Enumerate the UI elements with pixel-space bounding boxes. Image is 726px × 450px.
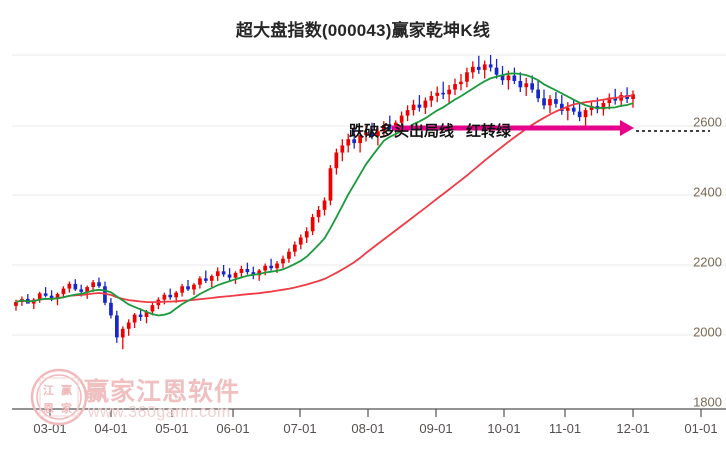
x-tick-04-01: 04-01	[94, 421, 128, 436]
x-tick-10-01: 10-01	[487, 421, 521, 436]
x-tick-05-01: 05-01	[155, 421, 189, 436]
x-tick-07-01: 07-01	[283, 421, 317, 436]
candle-series	[14, 55, 635, 350]
x-tick-03-01: 03-01	[33, 421, 67, 436]
y-tick-2600: 2600	[693, 114, 722, 130]
x-tick-11-01: 11-01	[548, 421, 582, 436]
x-tick-08-01: 08-01	[351, 421, 385, 436]
x-tick-12-01: 12-01	[616, 421, 650, 436]
signal-arrow	[392, 120, 634, 136]
x-tick-01-01: 01-01	[684, 421, 718, 436]
ma-fast-line	[15, 72, 634, 317]
page-title: 超大盘指数(000043)赢家乾坤K线	[235, 21, 491, 40]
y-tick-2400: 2400	[693, 184, 722, 200]
x-tick-09-01: 09-01	[419, 421, 453, 436]
red-to-green-label: 红转绿	[466, 123, 512, 140]
x-axis	[12, 408, 726, 417]
x-tick-06-01: 06-01	[216, 421, 250, 436]
bearish-exit-label: 跌破多头出局线	[349, 123, 455, 140]
y-tick-2200: 2200	[693, 254, 722, 270]
y-tick-1800: 1800	[693, 394, 722, 410]
y-tick-2000: 2000	[693, 324, 722, 340]
